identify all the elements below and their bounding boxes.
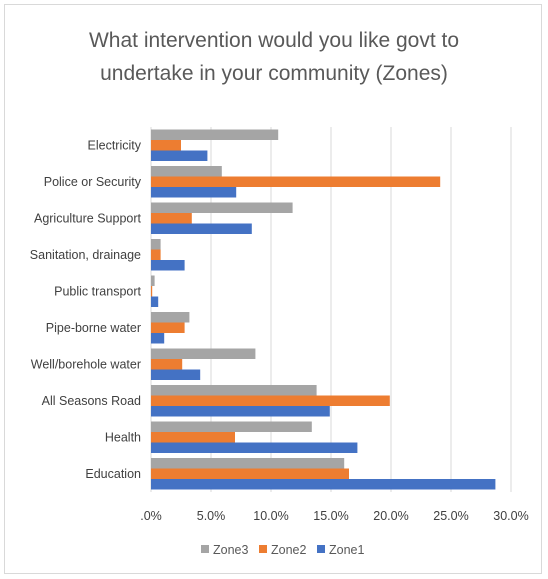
bar-zone2: [151, 213, 192, 224]
bar-zone2: [151, 395, 390, 406]
category-label: Public transport: [54, 284, 141, 298]
chart-title-line-1: What intervention would you like govt to: [89, 29, 459, 52]
bar-zone1: [151, 369, 201, 380]
bar-zone1: [151, 406, 330, 417]
bar-zone3: [151, 458, 345, 469]
bar-zone3: [151, 348, 256, 359]
legend-swatch: [317, 545, 325, 553]
chart-frame: What intervention would you like govt to…: [4, 4, 542, 574]
bar-zone2: [151, 140, 181, 151]
legend-swatch: [259, 545, 267, 553]
category-label: Electricity: [88, 138, 142, 152]
bar-zone2: [151, 176, 441, 187]
category-label: Agriculture Support: [34, 211, 142, 225]
bar-zone1: [151, 333, 165, 344]
x-axis-tick-labels: .0% 5.0% 10.0% 15.0% 20.0% 25.0% 30.0%: [140, 509, 529, 523]
bar-zone2: [151, 322, 185, 333]
x-tick-label: 30.0%: [493, 509, 528, 523]
bar-zone1: [151, 223, 252, 234]
bar-zone2: [151, 468, 349, 479]
x-tick-label: 5.0%: [197, 509, 226, 523]
bar-zone3: [151, 129, 279, 140]
bar-zone3: [151, 385, 317, 396]
category-label: Health: [105, 430, 141, 444]
chart-title: What intervention would you like govt to…: [89, 29, 459, 85]
legend: Zone3 Zone2 Zone1: [201, 543, 364, 557]
bar-zone1: [151, 187, 237, 198]
bar-zone3: [151, 202, 293, 213]
x-tick-label: 10.0%: [253, 509, 288, 523]
category-label: All Seasons Road: [42, 394, 141, 408]
category-label: Police or Security: [44, 175, 142, 189]
bar-zone1: [151, 260, 185, 271]
category-labels: Electricity Police or Security Agriculture…: [30, 138, 142, 481]
legend-label: Zone1: [329, 543, 364, 557]
x-tick-label: 20.0%: [373, 509, 408, 523]
legend-label: Zone3: [213, 543, 248, 557]
bar-zone1: [151, 150, 208, 161]
bars: [151, 129, 496, 490]
x-tick-label: 25.0%: [433, 509, 468, 523]
category-label: Well/borehole water: [31, 357, 141, 371]
legend-label: Zone2: [271, 543, 306, 557]
bar-zone2: [151, 359, 183, 370]
bar-zone1: [151, 442, 358, 453]
bar-zone2: [151, 286, 153, 297]
x-tick-label: .0%: [140, 509, 162, 523]
bar-zone2: [151, 432, 235, 443]
bar-zone1: [151, 479, 496, 490]
bar-zone3: [151, 421, 312, 432]
x-tick-label: 15.0%: [313, 509, 348, 523]
bar-zone2: [151, 249, 161, 260]
category-label: Sanitation, drainage: [30, 248, 141, 262]
bar-zone1: [151, 296, 159, 307]
bar-zone3: [151, 275, 155, 286]
bar-chart: What intervention would you like govt to…: [30, 29, 529, 557]
bar-zone3: [151, 166, 222, 177]
category-label: Education: [85, 467, 141, 481]
chart-title-line-2: undertake in your community (Zones): [100, 62, 448, 85]
bar-zone3: [151, 312, 190, 323]
bar-zone3: [151, 239, 161, 250]
category-label: Pipe-borne water: [46, 321, 141, 335]
legend-swatch: [201, 545, 209, 553]
